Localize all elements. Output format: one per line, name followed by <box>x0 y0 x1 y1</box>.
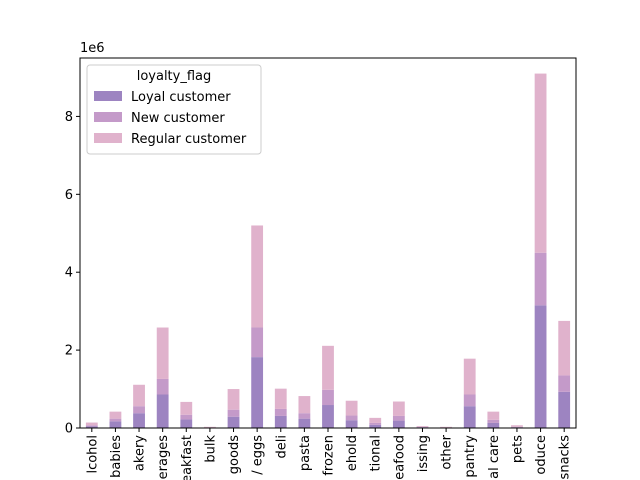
x-tick-label-14: issing <box>416 435 431 472</box>
bar-regular-customer-6 <box>227 389 240 410</box>
x-tick-label-18: pets <box>510 435 525 463</box>
bar-new-customer-7 <box>251 327 264 358</box>
bar-new-customer-20 <box>558 375 571 392</box>
bar-loyal-customer-8 <box>274 415 287 428</box>
x-tick-label-1: babies <box>109 435 124 478</box>
bar-loyal-customer-12 <box>369 424 382 428</box>
y-tick-label-2: 4 <box>65 266 73 281</box>
legend-box <box>86 64 262 155</box>
bar-new-customer-0 <box>85 425 98 427</box>
bar-loyal-customer-9 <box>298 418 311 428</box>
bar-new-customer-16 <box>463 394 476 407</box>
bar-new-customer-9 <box>298 413 311 419</box>
bar-new-customer-12 <box>369 422 382 425</box>
x-tick-label-6: goods <box>227 435 242 474</box>
bar-regular-customer-17 <box>487 411 500 420</box>
bar-new-customer-13 <box>392 415 405 421</box>
bar-regular-customer-9 <box>298 396 311 414</box>
y-axis-scale-label: 1e6 <box>80 41 105 56</box>
bar-loyal-customer-16 <box>463 406 476 428</box>
x-tick-label-16: pantry <box>463 435 478 478</box>
y-tick-label-1: 2 <box>65 344 73 359</box>
bar-new-customer-17 <box>487 419 500 423</box>
legend-swatch-0 <box>94 91 122 101</box>
bar-regular-customer-11 <box>345 400 358 416</box>
bar-regular-customer-4 <box>180 401 193 415</box>
bar-loyal-customer-1 <box>109 421 122 428</box>
bar-loyal-customer-6 <box>227 416 240 428</box>
bar-regular-customer-19 <box>534 73 547 253</box>
legend: loyalty_flag Loyal customer New customer Re… <box>86 64 262 155</box>
bar-regular-customer-18 <box>511 425 523 427</box>
bar-new-customer-10 <box>322 389 334 406</box>
x-tick-label-10: frozen <box>322 435 337 476</box>
bar-loyal-customer-13 <box>392 420 405 428</box>
x-tick-label-11: ehold <box>345 435 360 471</box>
x-tick-label-4: eakfast <box>180 435 195 480</box>
x-tick-label-7: / eggs <box>251 435 266 475</box>
bar-new-customer-1 <box>109 418 122 422</box>
legend-label-2: Regular customer <box>131 132 247 147</box>
bar-regular-customer-14 <box>416 426 429 427</box>
x-tick-label-15: other <box>440 434 455 469</box>
bar-new-customer-6 <box>227 409 240 417</box>
legend-label-1: New customer <box>131 111 225 126</box>
bar-loyal-customer-7 <box>251 357 264 428</box>
legend-swatch-2 <box>94 133 122 143</box>
bar-regular-customer-15 <box>440 426 452 428</box>
bar-loyal-customer-2 <box>133 413 145 428</box>
x-tick-label-2: akery <box>133 435 148 471</box>
bars-layer <box>85 73 571 428</box>
bar-regular-customer-10 <box>322 345 334 390</box>
x-tick-label-0: lcohol <box>85 435 100 474</box>
x-tick-label-20: snacks <box>558 435 573 480</box>
bar-loyal-customer-20 <box>558 391 571 428</box>
y-tick-label-3: 6 <box>65 188 73 203</box>
x-tick-label-19: oduce <box>534 435 549 475</box>
bar-regular-customer-5 <box>204 426 216 428</box>
bar-regular-customer-8 <box>274 388 287 409</box>
bar-loyal-customer-10 <box>322 405 334 428</box>
bar-regular-customer-0 <box>85 422 98 426</box>
bar-regular-customer-13 <box>392 401 405 416</box>
x-tick-label-9: pasta <box>298 435 313 471</box>
bar-regular-customer-1 <box>109 411 122 419</box>
bar-regular-customer-3 <box>156 327 169 379</box>
bar-regular-customer-2 <box>133 384 145 407</box>
x-tick-label-17: al care <box>487 435 502 479</box>
bar-loyal-customer-19 <box>534 305 547 428</box>
axes-layer: 0 2 4 6 8 lcohol babies akery erages eakfast bulk g… <box>65 57 577 480</box>
bar-new-customer-8 <box>274 408 287 416</box>
y-tick-label-0: 0 <box>65 422 73 437</box>
bar-regular-customer-16 <box>463 358 476 395</box>
bar-loyal-customer-17 <box>487 422 500 428</box>
bar-regular-customer-7 <box>251 225 264 328</box>
x-tick-label-12: tional <box>369 435 384 471</box>
x-tick-label-8: deli <box>274 435 289 458</box>
legend-title: loyalty_flag <box>137 69 212 84</box>
bar-loyal-customer-4 <box>180 419 193 428</box>
bar-new-customer-4 <box>180 414 193 420</box>
bar-new-customer-19 <box>534 252 547 306</box>
x-tick-label-3: erages <box>156 435 171 480</box>
bar-loyal-customer-0 <box>85 426 98 428</box>
bar-regular-customer-12 <box>369 417 382 423</box>
bar-new-customer-3 <box>156 378 169 395</box>
bar-regular-customer-20 <box>558 320 571 376</box>
bar-loyal-customer-3 <box>156 394 169 428</box>
x-tick-label-13: eafood <box>392 435 407 480</box>
bar-new-customer-11 <box>345 415 358 421</box>
legend-label-0: Loyal customer <box>131 90 231 105</box>
bar-loyal-customer-11 <box>345 420 358 428</box>
x-tick-label-5: bulk <box>203 435 218 463</box>
legend-swatch-1 <box>94 112 122 122</box>
bar-new-customer-2 <box>133 406 145 414</box>
y-tick-label-4: 8 <box>65 110 73 125</box>
